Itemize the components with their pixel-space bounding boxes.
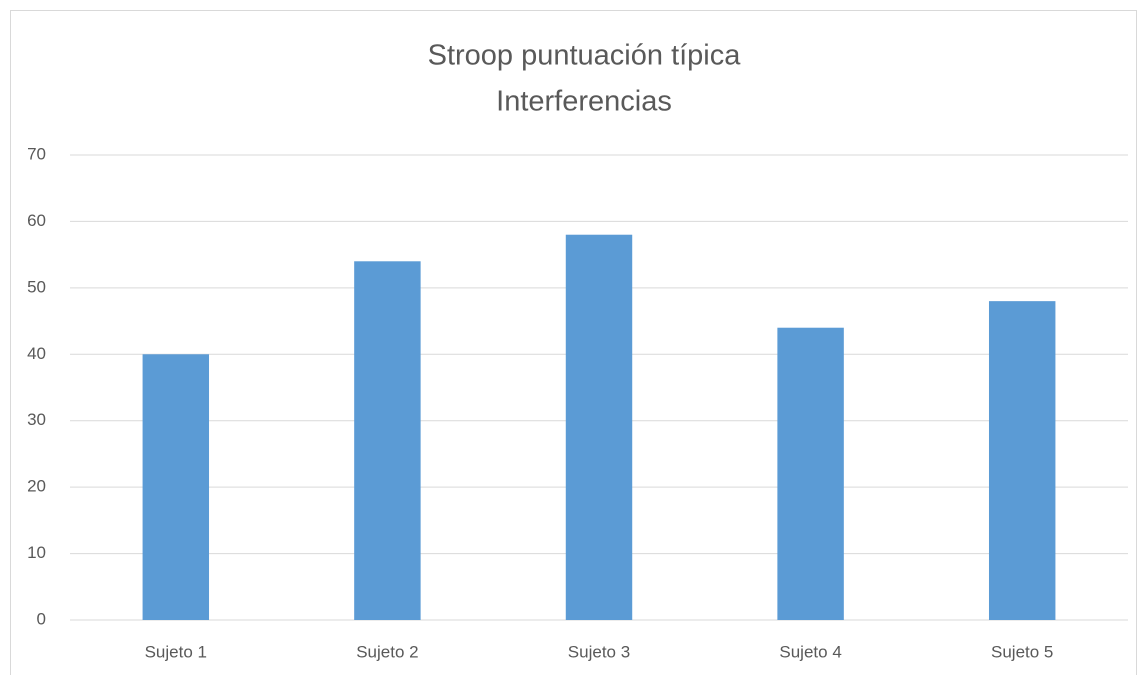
y-tick-label: 50	[27, 277, 46, 296]
x-tick-label: Sujeto 4	[779, 642, 841, 661]
chart-border	[10, 10, 1137, 675]
bar	[988, 301, 1056, 620]
x-tick-label: Sujeto 5	[991, 642, 1053, 661]
y-tick-label: 0	[37, 609, 46, 628]
bar	[777, 327, 844, 620]
bar	[142, 354, 210, 620]
bar	[354, 261, 421, 620]
x-tick-label: Sujeto 1	[145, 642, 207, 661]
x-tick-label: Sujeto 3	[568, 642, 630, 661]
chart-title: Stroop puntuación típica	[428, 40, 742, 72]
y-tick-label: 40	[27, 344, 46, 363]
y-tick-label: 70	[27, 144, 46, 163]
y-tick-label: 10	[27, 543, 46, 562]
bar	[565, 234, 633, 620]
y-tick-label: 60	[27, 211, 46, 230]
x-tick-label: Sujeto 2	[356, 642, 418, 661]
chart-title: Interferencias	[496, 86, 672, 118]
y-tick-label: 20	[27, 477, 46, 496]
y-tick-label: 30	[27, 410, 46, 429]
